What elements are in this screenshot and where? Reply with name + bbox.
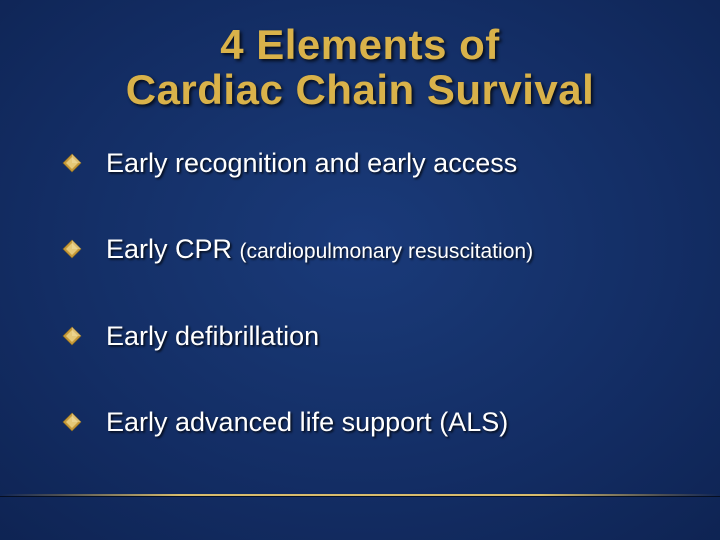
- diamond-bullet-icon: [62, 326, 82, 346]
- title-line-2: Cardiac Chain Survival: [126, 66, 595, 113]
- list-item: Early advanced life support (ALS): [62, 406, 680, 438]
- bullet-text: Early defibrillation: [106, 321, 319, 351]
- list-item: Early defibrillation: [62, 320, 680, 352]
- footer-accent-line: [0, 494, 720, 496]
- bullet-text: Early recognition and early access: [106, 148, 517, 178]
- bullet-text: Early CPR: [106, 234, 240, 264]
- bullet-list: Early recognition and early access Early…: [0, 147, 720, 439]
- bullet-note: (cardiopulmonary resuscitation): [240, 240, 534, 263]
- list-item: Early recognition and early access: [62, 147, 680, 179]
- slide-title: 4 Elements of Cardiac Chain Survival: [0, 0, 720, 113]
- title-line-1: 4 Elements of: [220, 21, 500, 68]
- diamond-bullet-icon: [62, 239, 82, 259]
- list-item: Early CPR (cardiopulmonary resuscitation…: [62, 233, 680, 265]
- bullet-text: Early advanced life support (ALS): [106, 407, 508, 437]
- diamond-bullet-icon: [62, 153, 82, 173]
- diamond-bullet-icon: [62, 412, 82, 432]
